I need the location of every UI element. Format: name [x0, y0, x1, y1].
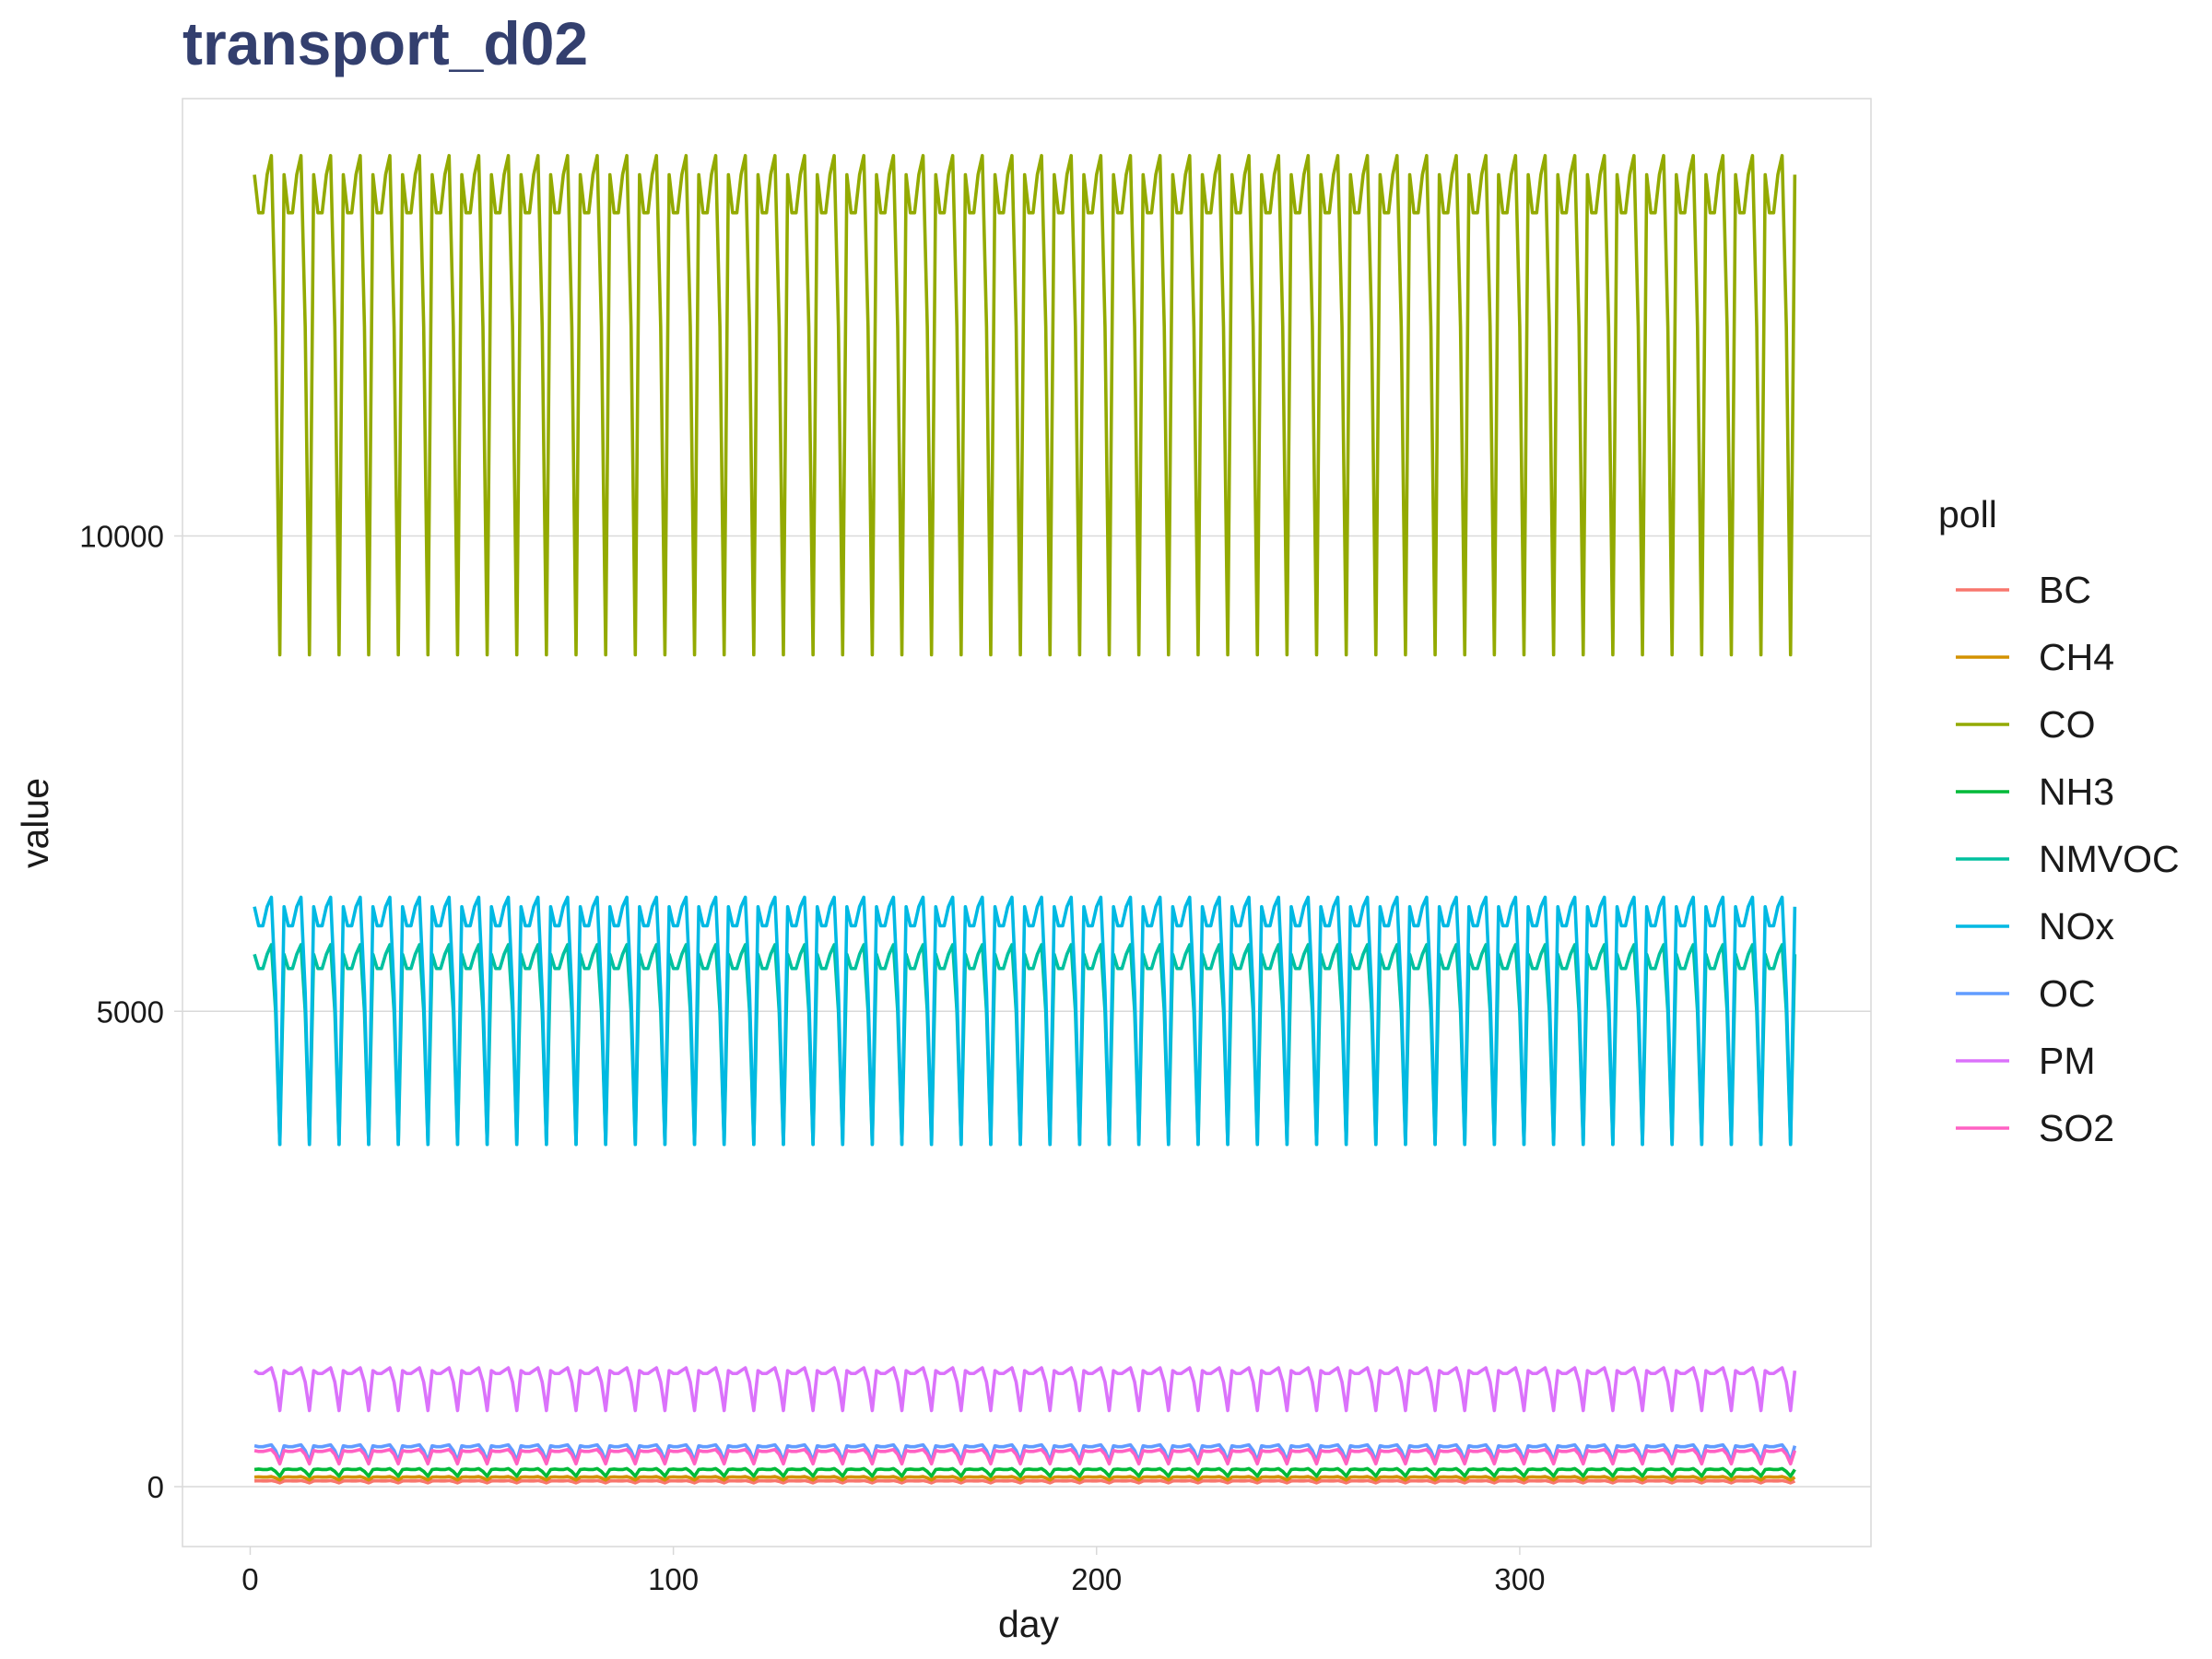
- x-tick-label: 200: [1071, 1562, 1122, 1596]
- legend-label-nmvoc: NMVOC: [2039, 838, 2180, 880]
- legend-label-oc: OC: [2039, 972, 2096, 1015]
- panel-border: [182, 98, 1872, 1547]
- legend: poll BC CH4 CO NH3 NMVOC NOx OC PM SO2: [1938, 493, 2180, 1149]
- y-axis-title: value: [14, 778, 56, 868]
- series-line-pm: [253, 1366, 1797, 1413]
- x-axis-title: day: [998, 1603, 1060, 1645]
- series-line-ch4: [253, 1475, 1796, 1482]
- x-tick-label: 100: [648, 1562, 699, 1596]
- legend-label-ch4: CH4: [2039, 636, 2114, 678]
- series-line-bc: [253, 1478, 1796, 1485]
- legend-label-nox: NOx: [2039, 905, 2115, 947]
- y-tick-label: 5000: [97, 994, 164, 1029]
- legend-label-so2: SO2: [2039, 1107, 2114, 1149]
- y-tick-label: 0: [147, 1470, 164, 1504]
- chart-title: transport_d02: [182, 9, 588, 77]
- legend-label-pm: PM: [2039, 1040, 2096, 1082]
- legend-title: poll: [1938, 493, 1997, 535]
- x-tick-label: 0: [241, 1562, 258, 1596]
- legend-label-nh3: NH3: [2039, 771, 2114, 813]
- axes: 0 5000 10000 0 100 200 300: [79, 519, 1545, 1596]
- x-tick-label: 300: [1494, 1562, 1545, 1596]
- series-line-oc: [253, 1442, 1797, 1463]
- series-line-nh3: [253, 1466, 1796, 1478]
- legend-label-co: CO: [2039, 703, 2096, 746]
- series-line-co: [253, 154, 1797, 657]
- series-line-nox: [253, 895, 1797, 1147]
- series-line-so2: [253, 1447, 1797, 1466]
- y-tick-label: 10000: [79, 519, 164, 553]
- legend-label-bc: BC: [2039, 569, 2091, 611]
- plot-area: [182, 98, 1872, 1547]
